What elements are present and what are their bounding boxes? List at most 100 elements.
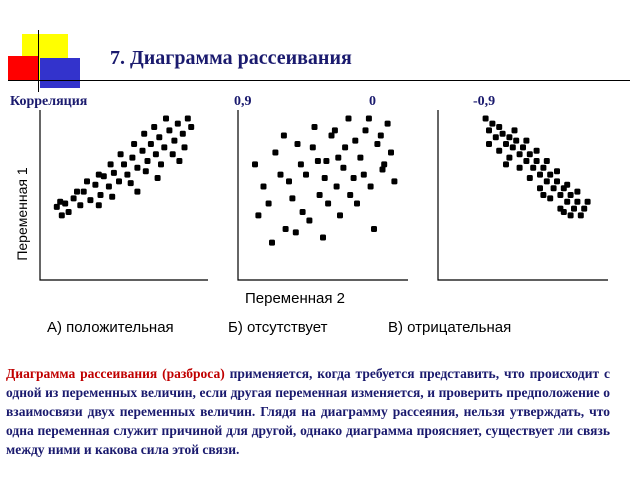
scatter-point — [333, 183, 340, 190]
scatter-point — [540, 192, 547, 198]
scatter-point — [384, 120, 391, 127]
scatter-point — [337, 212, 343, 219]
scatter-point — [374, 141, 381, 147]
scatter-point — [105, 183, 112, 190]
scatter-point — [537, 171, 543, 178]
scatter-point — [309, 144, 316, 151]
scatter-point — [169, 151, 176, 158]
description-text: применяется, когда требуется представить… — [6, 366, 610, 457]
scatter-point — [391, 178, 398, 185]
scatter-point — [367, 183, 374, 190]
scatter-point — [571, 205, 577, 212]
scatter-point — [533, 158, 540, 164]
scatter-point — [142, 168, 149, 175]
scatter-point — [486, 141, 492, 147]
scatter-point — [325, 200, 332, 207]
scatter-point — [350, 175, 357, 181]
scatter-point — [139, 147, 146, 154]
scatter-point — [97, 192, 104, 198]
scatter-point — [520, 144, 526, 151]
caption-c: В) отрицательная — [388, 319, 512, 336]
scatter-point — [321, 175, 328, 181]
scatter-point — [316, 192, 323, 198]
scatter-point — [345, 115, 352, 122]
scatter-point — [286, 178, 292, 185]
scatter-point — [381, 161, 388, 168]
scatter-point — [503, 141, 509, 147]
scatter-point — [550, 185, 557, 192]
scatter-point — [92, 181, 99, 188]
scatter-point — [53, 203, 60, 210]
scatter-point — [77, 202, 84, 209]
scatter-point — [314, 158, 321, 164]
scatter-point — [289, 195, 296, 202]
scatter-point — [174, 120, 181, 127]
slide-title: 7. Диаграмма рассеивания — [110, 47, 352, 69]
scatter-point — [163, 115, 169, 122]
deco-vertical-line — [38, 30, 39, 92]
scatter-point — [388, 149, 394, 156]
scatter-point — [342, 144, 349, 151]
scatter-point — [328, 132, 335, 139]
scatter-point — [537, 185, 543, 192]
scatter-point — [109, 193, 116, 200]
scatter-point — [124, 171, 131, 178]
scatter-point — [506, 154, 513, 161]
scatter-point — [57, 198, 64, 205]
scatter-point — [564, 198, 571, 205]
scatter-point — [131, 141, 138, 147]
scatter-point — [62, 200, 69, 207]
scatter-point — [377, 132, 384, 139]
correlation-value-c: -0,9 — [473, 94, 496, 109]
scatter-point — [80, 188, 87, 195]
scatter-point — [533, 147, 540, 154]
scatter-point — [151, 124, 158, 130]
scatter-point — [513, 137, 520, 144]
scatter-point — [506, 134, 513, 141]
scatter-point — [331, 127, 338, 134]
caption-b: Б) отсутствует — [228, 319, 328, 336]
scatter-point — [511, 127, 518, 134]
scatter-point — [496, 147, 503, 154]
scatter-point — [255, 212, 262, 219]
scatter-point — [581, 205, 588, 212]
plot-axes-1 — [237, 110, 408, 281]
scatter-point — [526, 151, 533, 158]
scatter-point — [252, 161, 258, 168]
plot-axes-2 — [437, 110, 608, 281]
scatter-point — [147, 141, 154, 147]
scatter-point — [489, 120, 496, 127]
scatter-point — [179, 130, 186, 137]
scatter-point — [277, 171, 284, 178]
caption-a: А) положительная — [47, 319, 174, 336]
scatter-point — [95, 202, 102, 209]
scatter-point — [260, 183, 267, 190]
scatter-point — [362, 127, 369, 134]
scatter-point — [144, 158, 151, 164]
scatter-point — [70, 195, 77, 202]
description: Диаграмма рассеивания (разброса) применя… — [6, 364, 610, 459]
scatter-point — [294, 141, 301, 147]
scatter-point — [156, 134, 163, 141]
scatter-point — [134, 188, 141, 195]
scatter-point — [335, 154, 342, 161]
scatter-point — [65, 209, 72, 215]
scatter-point — [58, 212, 65, 219]
description-highlight: Диаграмма рассеивания (разброса) — [6, 366, 225, 381]
scatter-point — [547, 195, 554, 202]
scatter-point — [280, 132, 287, 139]
correlation-value-a: 0,9 — [234, 94, 252, 109]
scatter-point — [584, 198, 591, 205]
scatter-point — [560, 209, 567, 215]
scatter-point — [543, 178, 550, 185]
scatter-point — [554, 168, 560, 175]
scatter-point — [486, 127, 492, 134]
scatter-point — [577, 212, 584, 219]
x-axis-label: Переменная 2 — [245, 290, 346, 307]
scatter-point — [176, 158, 183, 164]
scatter-point — [523, 137, 530, 144]
scatter-point — [347, 192, 354, 198]
scatter-point — [184, 115, 191, 122]
scatter-point — [547, 171, 554, 178]
scatter-point — [84, 178, 90, 185]
